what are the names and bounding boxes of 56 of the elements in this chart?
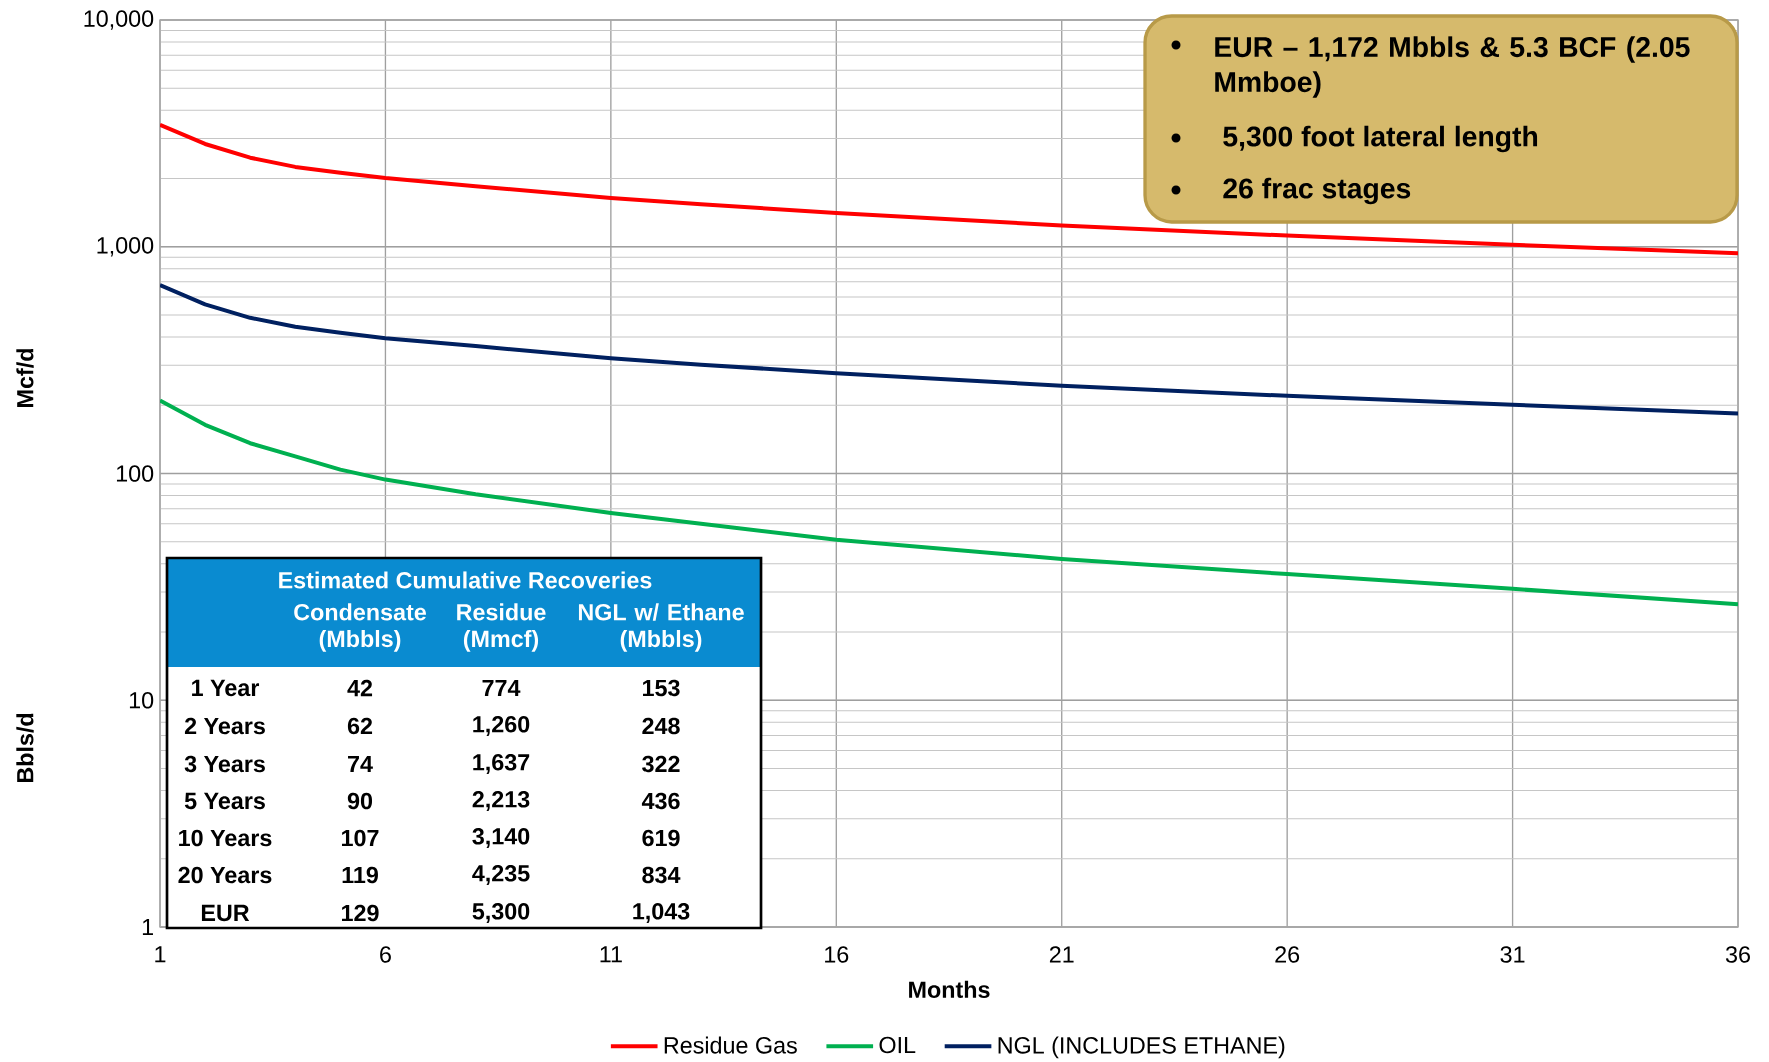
annotation: 10 Years xyxy=(179,829,272,847)
annotation: 834 xyxy=(642,866,681,884)
x-tick-label: 11 xyxy=(600,946,622,963)
legend-label: OIL xyxy=(879,1036,916,1054)
annotation: 153 xyxy=(643,679,680,697)
annotation: Residue (Mmcf) xyxy=(457,603,546,652)
annotation: 436 xyxy=(641,792,680,810)
annotation: 5,300 xyxy=(472,903,530,923)
annotation: 322 xyxy=(642,755,680,773)
annotation: 20 Years xyxy=(178,866,272,884)
x-tick-label: 36 xyxy=(1725,946,1750,963)
annotation: 619 xyxy=(642,829,680,847)
x-tick-label: 26 xyxy=(1275,946,1300,963)
legend-label: Residue Gas xyxy=(664,1036,797,1054)
annotation: 4,235 xyxy=(472,865,530,885)
annotation: 74 xyxy=(348,755,373,773)
x-tick-label: 31 xyxy=(1500,946,1525,963)
annotation: 2 Years xyxy=(184,717,265,735)
y-tick-label: 1 xyxy=(142,918,153,936)
annotation: 1 Year xyxy=(192,679,260,697)
line-series xyxy=(160,283,1739,416)
x-tick-label: 6 xyxy=(380,946,391,963)
annotation: 774 xyxy=(482,679,521,697)
annotation: NGL w/ Ethane (Mbbls) xyxy=(578,603,744,652)
annotation: 1,637 xyxy=(473,754,530,774)
annotation: 5 Years xyxy=(184,792,265,810)
annotation: 119 xyxy=(342,866,378,884)
annotation: Condensate (Mbbls) xyxy=(294,603,426,652)
annotation: 3 Years xyxy=(184,755,265,773)
x-tick-label: 21 xyxy=(1049,946,1074,963)
annotation: 90 xyxy=(347,792,373,810)
annotation: 26 frac stages xyxy=(1223,177,1411,205)
legend-label: NGL (INCLUDES ETHANE) xyxy=(998,1036,1285,1059)
annotation: 107 xyxy=(342,829,379,847)
y-tick-label: 10 xyxy=(129,691,154,709)
annotation: EUR xyxy=(201,904,250,922)
annotation: 5,300 foot lateral length xyxy=(1223,125,1538,153)
text: Bbls/d xyxy=(16,713,34,783)
y-tick-label: 1,000 xyxy=(97,237,154,257)
annotation: 2,213 xyxy=(472,791,530,811)
annotation: Estimated Cumulative Recoveries xyxy=(279,571,652,589)
annotation: 42 xyxy=(347,679,373,697)
annotation: 1,043 xyxy=(633,903,690,923)
y-tick-label: 10,000 xyxy=(84,10,154,30)
x-tick-label: 1 xyxy=(155,946,166,963)
annotation: 248 xyxy=(642,717,680,735)
y-tick-label: 100 xyxy=(116,465,154,482)
annotation: EUR – 1,172 Mbbls & 5.3 BCF (2.05 Mmboe) xyxy=(1215,36,1690,98)
line-series xyxy=(160,122,1739,256)
y-axis-title: Mcf/d xyxy=(16,349,34,407)
annotation: 62 xyxy=(347,717,373,735)
x-tick-label: 16 xyxy=(825,946,849,963)
annotation: 1,260 xyxy=(473,716,530,736)
annotation: 3,140 xyxy=(472,828,530,848)
x-axis-title: Months xyxy=(909,980,990,998)
annotation: 129 xyxy=(342,904,379,922)
